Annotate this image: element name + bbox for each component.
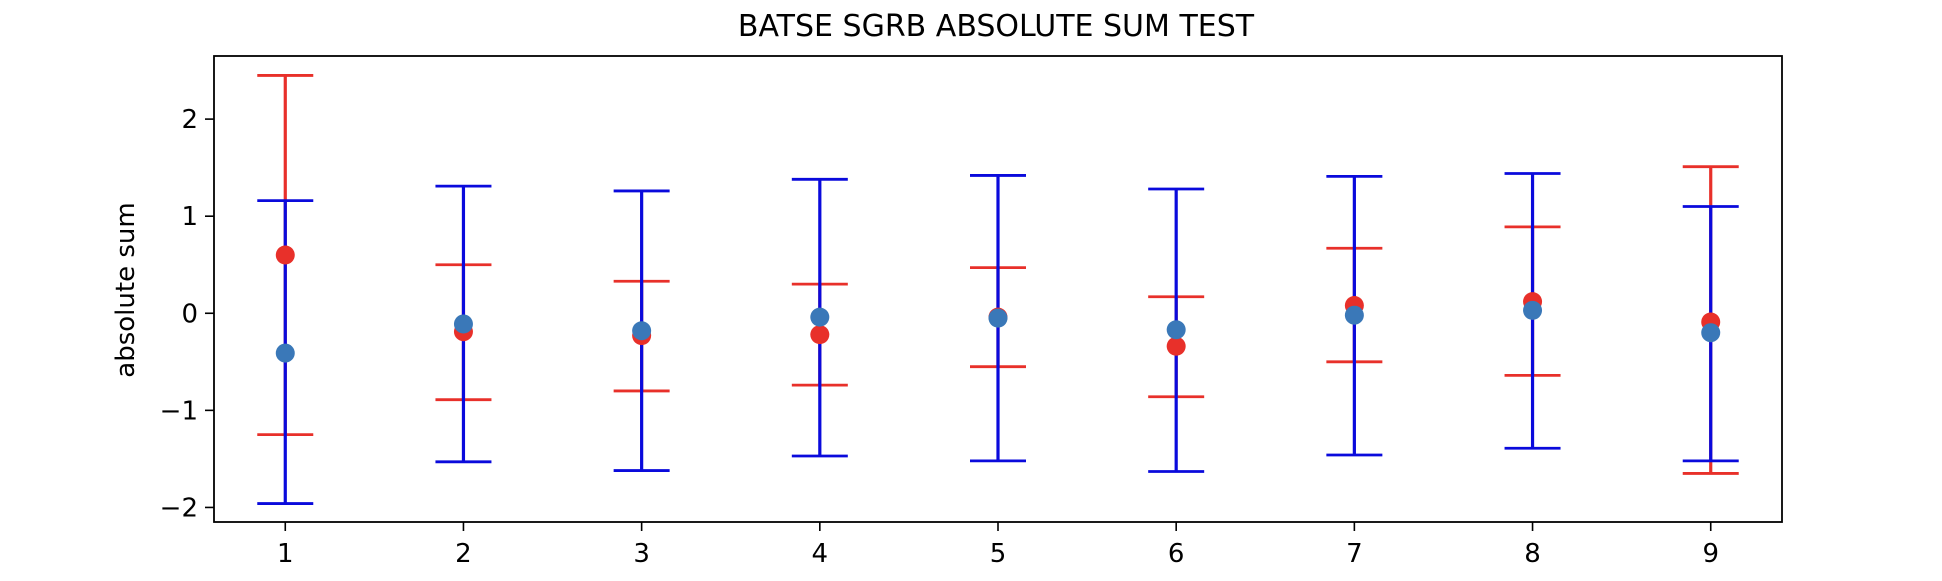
x-tick-label: 7 bbox=[1346, 539, 1363, 569]
y-axis-label: absolute sum bbox=[111, 202, 141, 377]
y-tick-label: −2 bbox=[160, 493, 198, 523]
blue-data-point bbox=[453, 314, 473, 334]
x-tick-label: 4 bbox=[812, 539, 829, 569]
blue-data-point bbox=[1344, 305, 1364, 325]
y-tick-label: 0 bbox=[181, 299, 198, 329]
blue-data-point bbox=[632, 321, 652, 341]
red-data-point bbox=[1166, 336, 1186, 356]
x-tick-label: 5 bbox=[990, 539, 1007, 569]
error-bars bbox=[257, 74, 1739, 505]
blue-data-point bbox=[988, 308, 1008, 328]
data-points bbox=[275, 245, 1721, 363]
red-data-point bbox=[810, 325, 830, 345]
x-tick-label: 9 bbox=[1702, 539, 1719, 569]
x-tick-label: 8 bbox=[1524, 539, 1541, 569]
blue-data-point bbox=[275, 343, 295, 363]
plot-frame bbox=[213, 55, 1783, 523]
x-tick-label: 1 bbox=[277, 539, 294, 569]
chart-title: BATSE SGRB ABSOLUTE SUM TEST bbox=[738, 9, 1255, 44]
x-tick-label: 6 bbox=[1168, 539, 1185, 569]
y-tick-label: −1 bbox=[160, 396, 198, 426]
blue-data-point bbox=[1166, 320, 1186, 340]
blue-data-point bbox=[1701, 323, 1721, 343]
y-tick-label: 2 bbox=[181, 105, 198, 135]
x-tick-label: 3 bbox=[633, 539, 650, 569]
y-tick-label: 1 bbox=[181, 202, 198, 232]
blue-data-point bbox=[810, 307, 830, 327]
red-data-point bbox=[275, 245, 295, 265]
blue-data-point bbox=[1523, 300, 1543, 320]
x-tick-label: 2 bbox=[455, 539, 472, 569]
axis-ticks: −2 −1 0 1 2 1 2 3 4 5 6 7 8 9 bbox=[160, 105, 1719, 569]
